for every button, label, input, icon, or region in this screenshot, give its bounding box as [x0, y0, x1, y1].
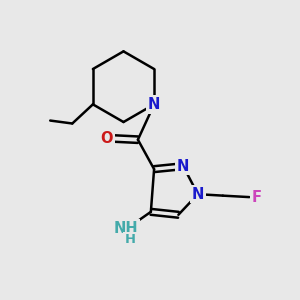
Text: N: N — [192, 187, 204, 202]
Text: F: F — [252, 190, 262, 205]
Text: NH: NH — [113, 220, 138, 236]
Text: N: N — [177, 159, 189, 174]
Text: N: N — [148, 97, 160, 112]
Text: O: O — [101, 131, 113, 146]
Text: H: H — [125, 233, 136, 246]
